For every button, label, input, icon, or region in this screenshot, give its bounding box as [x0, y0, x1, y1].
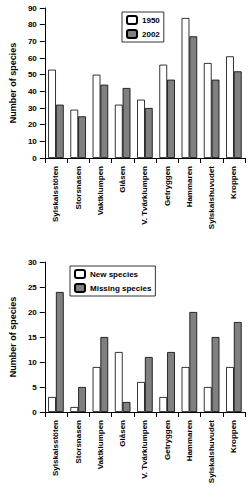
- svg-text:2002: 2002: [142, 30, 160, 39]
- svg-text:90: 90: [28, 4, 37, 13]
- svg-text:Number of species: Number of species: [8, 297, 18, 378]
- svg-text:Storsnasen: Storsnasen: [74, 166, 83, 210]
- svg-text:0: 0: [32, 408, 37, 417]
- svg-text:Sylskalshuvudet: Sylskalshuvudet: [207, 420, 216, 483]
- svg-text:Hammaren: Hammaren: [185, 166, 194, 207]
- svg-text:Number of species: Number of species: [8, 43, 18, 124]
- svg-text:15: 15: [28, 333, 37, 342]
- svg-text:Glåsen: Glåsen: [118, 420, 127, 447]
- svg-text:10: 10: [28, 358, 37, 367]
- svg-text:5: 5: [32, 383, 37, 392]
- svg-text:Sylskalsstöten: Sylskalsstöten: [51, 420, 60, 476]
- svg-text:Hammaren: Hammaren: [185, 420, 194, 461]
- svg-text:20: 20: [28, 120, 37, 129]
- svg-text:V. Tvärklumpen: V. Tvärklumpen: [140, 420, 149, 479]
- svg-text:20: 20: [28, 308, 37, 317]
- svg-text:70: 70: [28, 37, 37, 46]
- svg-text:Getryggen: Getryggen: [163, 420, 172, 460]
- svg-text:Vaktklumpen: Vaktklumpen: [96, 420, 105, 469]
- svg-text:Missing species: Missing species: [90, 284, 152, 293]
- svg-text:Sylskalsstöten: Sylskalsstöten: [51, 166, 60, 222]
- svg-text:10: 10: [28, 137, 37, 146]
- svg-text:Sylskalshuvudet: Sylskalshuvudet: [207, 166, 216, 229]
- svg-text:Glåsen: Glåsen: [118, 166, 127, 193]
- svg-text:Kroppen: Kroppen: [229, 420, 238, 453]
- svg-text:60: 60: [28, 54, 37, 63]
- svg-text:Getryggen: Getryggen: [163, 166, 172, 206]
- svg-text:Vaktklumpen: Vaktklumpen: [96, 166, 105, 215]
- svg-text:40: 40: [28, 87, 37, 96]
- svg-text:30: 30: [28, 258, 37, 267]
- svg-text:0: 0: [32, 154, 37, 163]
- svg-text:80: 80: [28, 20, 37, 29]
- svg-text:Kroppen: Kroppen: [229, 166, 238, 199]
- svg-text:Storsnasen: Storsnasen: [74, 420, 83, 464]
- svg-text:50: 50: [28, 70, 37, 79]
- svg-text:New species: New species: [90, 270, 139, 279]
- svg-text:1950: 1950: [142, 16, 160, 25]
- svg-text:30: 30: [28, 104, 37, 113]
- svg-text:25: 25: [28, 283, 37, 292]
- svg-text:V. Tvärklumpen: V. Tvärklumpen: [140, 166, 149, 225]
